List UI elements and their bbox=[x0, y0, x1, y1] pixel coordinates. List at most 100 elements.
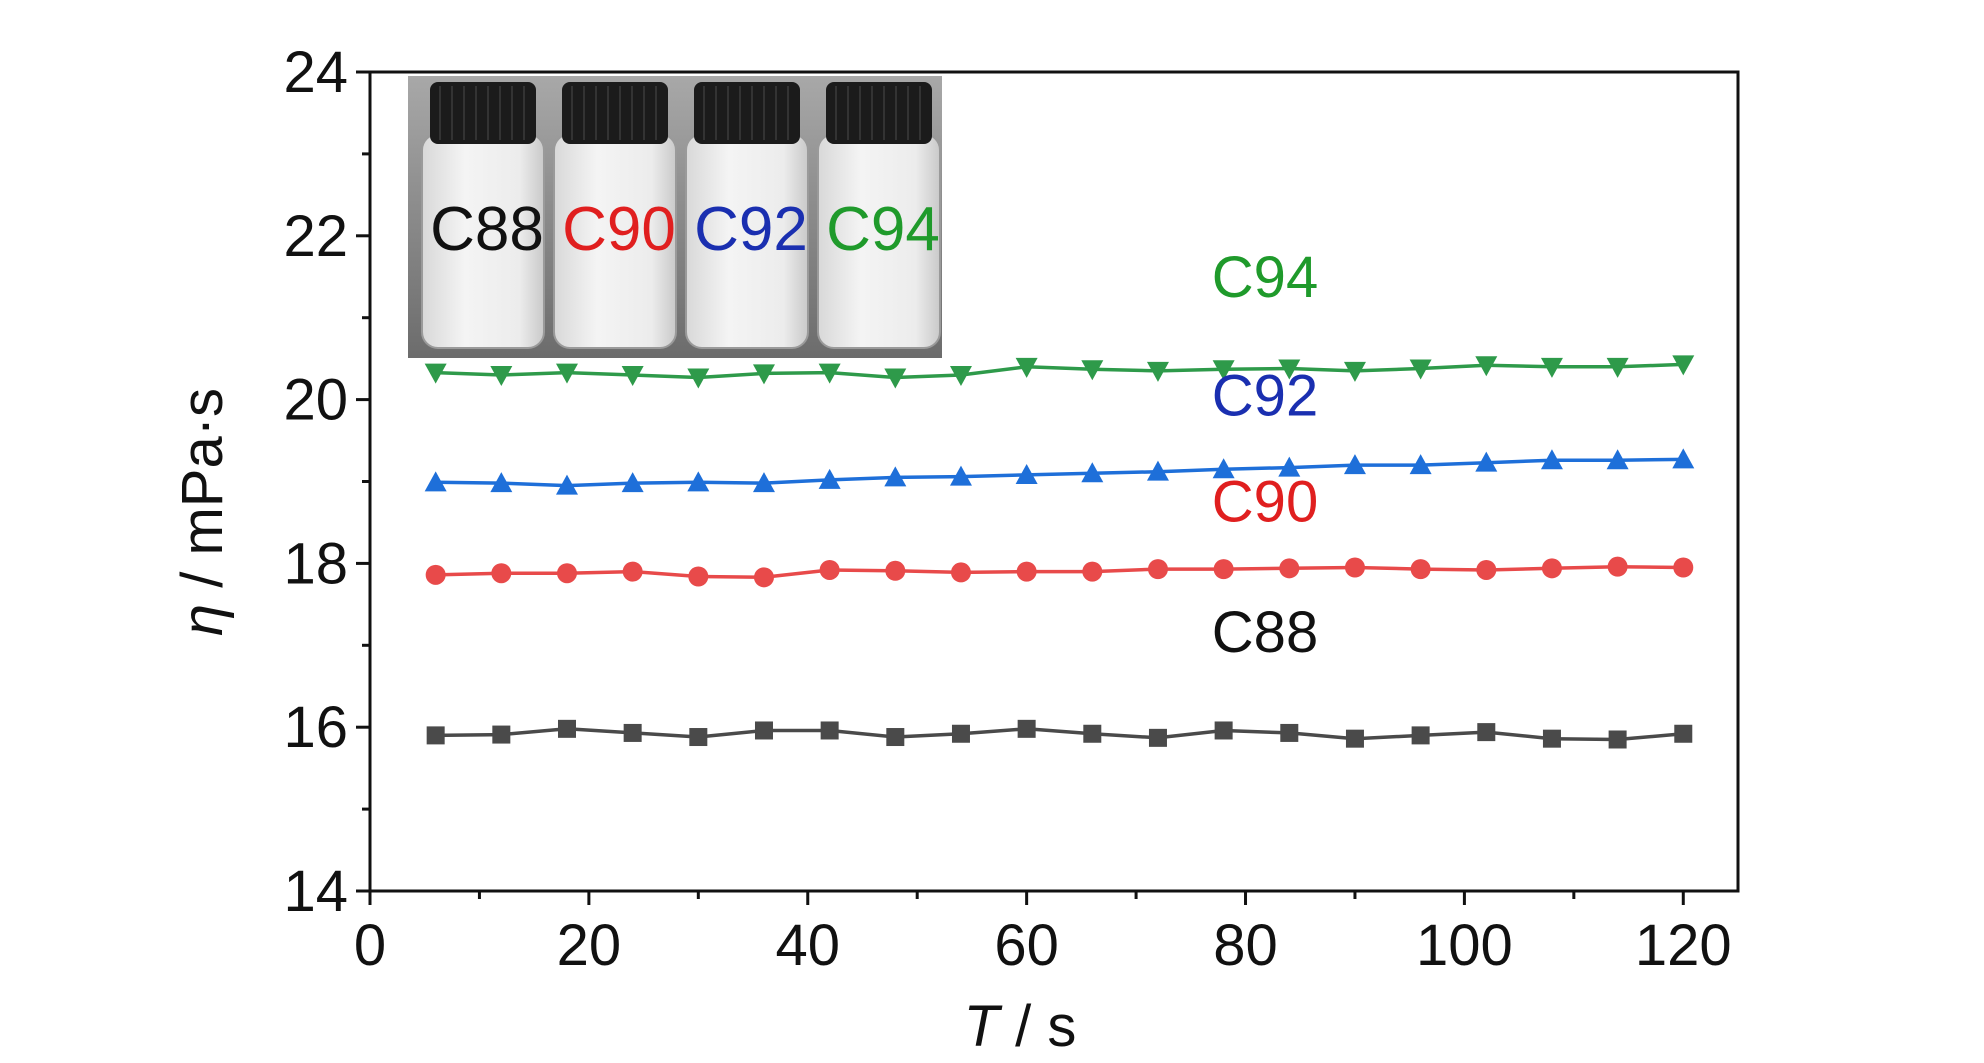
y-tick-label: 16 bbox=[283, 695, 348, 760]
series-label-c90: C90 bbox=[1212, 469, 1318, 534]
series-line bbox=[435, 727, 1684, 742]
inset-vial-label: C94 bbox=[826, 195, 940, 264]
data-point bbox=[687, 471, 710, 492]
data-point bbox=[1015, 357, 1038, 378]
axis-ticks bbox=[356, 70, 1685, 905]
inset-vial-label: C92 bbox=[694, 195, 808, 264]
series-line bbox=[435, 362, 1684, 380]
data-series bbox=[424, 355, 1695, 749]
data-point bbox=[1278, 359, 1301, 380]
data-point bbox=[1147, 559, 1168, 580]
data-point bbox=[1606, 357, 1629, 378]
data-point bbox=[1015, 463, 1038, 484]
data-point bbox=[949, 465, 972, 486]
data-point bbox=[1541, 558, 1562, 579]
data-point bbox=[1278, 456, 1301, 477]
data-point bbox=[1280, 723, 1299, 742]
data-point bbox=[818, 468, 841, 489]
y-tick-label: 24 bbox=[283, 40, 348, 105]
data-point bbox=[1081, 462, 1104, 483]
data-point bbox=[621, 366, 644, 387]
series-label-c88: C88 bbox=[1212, 600, 1318, 665]
data-point bbox=[492, 725, 511, 744]
data-point bbox=[1410, 559, 1431, 580]
data-point bbox=[752, 472, 775, 493]
axis-tick-labels: 0 20 40 60 80 100 120 14 16 18 20 22 24 bbox=[283, 40, 1731, 978]
x-tick-label: 20 bbox=[557, 913, 622, 978]
series-c92 bbox=[424, 448, 1695, 495]
data-point bbox=[884, 368, 907, 389]
data-point bbox=[1083, 724, 1102, 743]
x-tick-label: 80 bbox=[1213, 913, 1278, 978]
data-point bbox=[1016, 561, 1037, 582]
data-point bbox=[1345, 729, 1364, 748]
data-point bbox=[688, 566, 709, 587]
data-point bbox=[753, 567, 774, 588]
y-tick-label: 20 bbox=[283, 368, 348, 433]
data-point bbox=[1146, 460, 1169, 481]
data-point bbox=[555, 474, 578, 495]
data-point bbox=[819, 559, 840, 580]
data-point bbox=[687, 368, 710, 389]
x-axis-label: T / s bbox=[964, 994, 1077, 1059]
data-point bbox=[621, 472, 644, 493]
data-point bbox=[885, 560, 906, 581]
vial-cap bbox=[826, 82, 932, 144]
data-point bbox=[1017, 719, 1036, 738]
data-point bbox=[1409, 454, 1432, 475]
data-point bbox=[1540, 357, 1563, 378]
data-point bbox=[1344, 557, 1365, 578]
x-tick-label: 60 bbox=[994, 913, 1059, 978]
series-line bbox=[435, 457, 1684, 488]
data-point bbox=[1476, 559, 1497, 580]
data-point bbox=[622, 561, 643, 582]
series-label-c92: C92 bbox=[1212, 363, 1318, 428]
series-label-c94: C94 bbox=[1212, 245, 1318, 310]
data-point bbox=[1148, 728, 1167, 747]
data-point bbox=[1082, 561, 1103, 582]
data-point bbox=[556, 563, 577, 584]
y-axis-label: η / mPa·s bbox=[170, 388, 235, 636]
data-point bbox=[886, 728, 905, 747]
series-labels: C94 C92 C90 C88 bbox=[1212, 245, 1318, 665]
data-point bbox=[491, 563, 512, 584]
data-point bbox=[1214, 721, 1233, 740]
series-line bbox=[435, 564, 1684, 580]
data-point bbox=[1608, 730, 1627, 749]
data-point bbox=[424, 471, 447, 492]
data-point bbox=[1343, 361, 1366, 382]
vial-cap bbox=[694, 82, 800, 144]
data-point bbox=[1212, 360, 1235, 381]
y-tick-label: 22 bbox=[283, 204, 348, 269]
data-point bbox=[818, 363, 841, 384]
series-c94 bbox=[424, 355, 1695, 389]
data-point bbox=[1674, 724, 1693, 743]
data-point bbox=[1213, 559, 1234, 580]
data-point bbox=[752, 364, 775, 385]
data-point bbox=[490, 366, 513, 387]
data-point bbox=[1081, 360, 1104, 381]
vial-photo-inset: C88 C90 C92 C94 bbox=[408, 76, 942, 358]
vial-cap bbox=[562, 82, 668, 144]
y-tick-label: 18 bbox=[283, 531, 348, 596]
data-point bbox=[820, 721, 839, 740]
vial-cap bbox=[430, 82, 536, 144]
inset-vial-label: C88 bbox=[430, 195, 544, 264]
y-tick-label: 14 bbox=[283, 859, 348, 924]
x-tick-label: 40 bbox=[776, 913, 841, 978]
data-point bbox=[1673, 557, 1694, 578]
data-point bbox=[555, 363, 578, 384]
data-point bbox=[1672, 448, 1695, 469]
data-point bbox=[426, 726, 445, 745]
data-point bbox=[1475, 451, 1498, 472]
data-point bbox=[1409, 359, 1432, 380]
data-point bbox=[754, 721, 773, 740]
data-point bbox=[1542, 729, 1561, 748]
inset-vial-label: C90 bbox=[562, 195, 676, 264]
data-point bbox=[1411, 726, 1430, 745]
data-point bbox=[1146, 361, 1169, 382]
data-point bbox=[1279, 558, 1300, 579]
x-tick-label: 100 bbox=[1416, 913, 1513, 978]
